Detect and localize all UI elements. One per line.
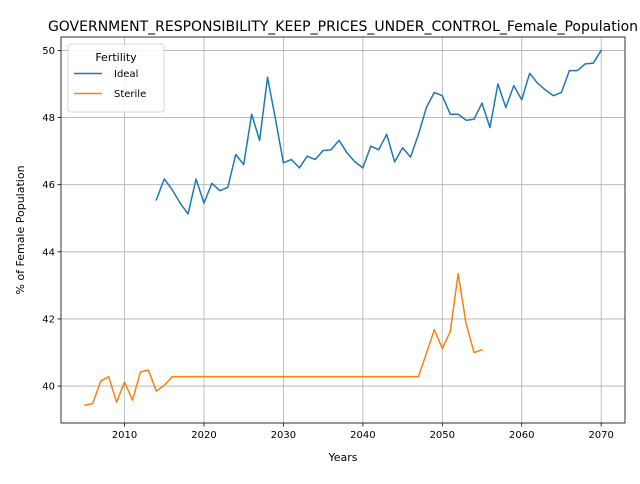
series-lines (83, 49, 603, 407)
y-tick-label: 40 (42, 382, 55, 393)
x-tick-label: 2060 (509, 430, 534, 441)
x-tick-label: 2070 (588, 430, 613, 441)
legend-label-sterile: Sterile (114, 89, 146, 100)
y-tick-label: 44 (42, 247, 55, 258)
series-line-ideal (155, 49, 603, 215)
plot-frame (60, 36, 626, 424)
legend-box (67, 43, 165, 113)
x-tick-label: 2040 (350, 430, 375, 441)
y-axis: 40 42 44 46 48 50 (42, 46, 61, 393)
x-axis: 2010 2020 2030 2040 2050 2060 2070 (112, 423, 614, 441)
x-axis-label: Years (327, 451, 357, 464)
y-axis-label: % of Female Population (14, 165, 27, 294)
series-line-sterile (83, 272, 483, 407)
y-tick-label: 48 (42, 113, 55, 124)
x-tick-label: 2020 (191, 430, 216, 441)
legend: Fertility Ideal Sterile (67, 43, 165, 113)
legend-label-ideal: Ideal (114, 69, 138, 80)
x-tick-label: 2050 (430, 430, 455, 441)
y-tick-label: 46 (42, 180, 55, 191)
x-tick-label: 2010 (112, 430, 137, 441)
legend-title: Fertility (95, 51, 137, 64)
y-tick-label: 42 (42, 314, 55, 325)
y-tick-label: 50 (42, 46, 55, 57)
chart-title: GOVERNMENT_RESPONSIBILITY_KEEP_PRICES_UN… (48, 19, 638, 35)
x-tick-label: 2030 (271, 430, 296, 441)
legend-items: Ideal Sterile (74, 69, 146, 100)
